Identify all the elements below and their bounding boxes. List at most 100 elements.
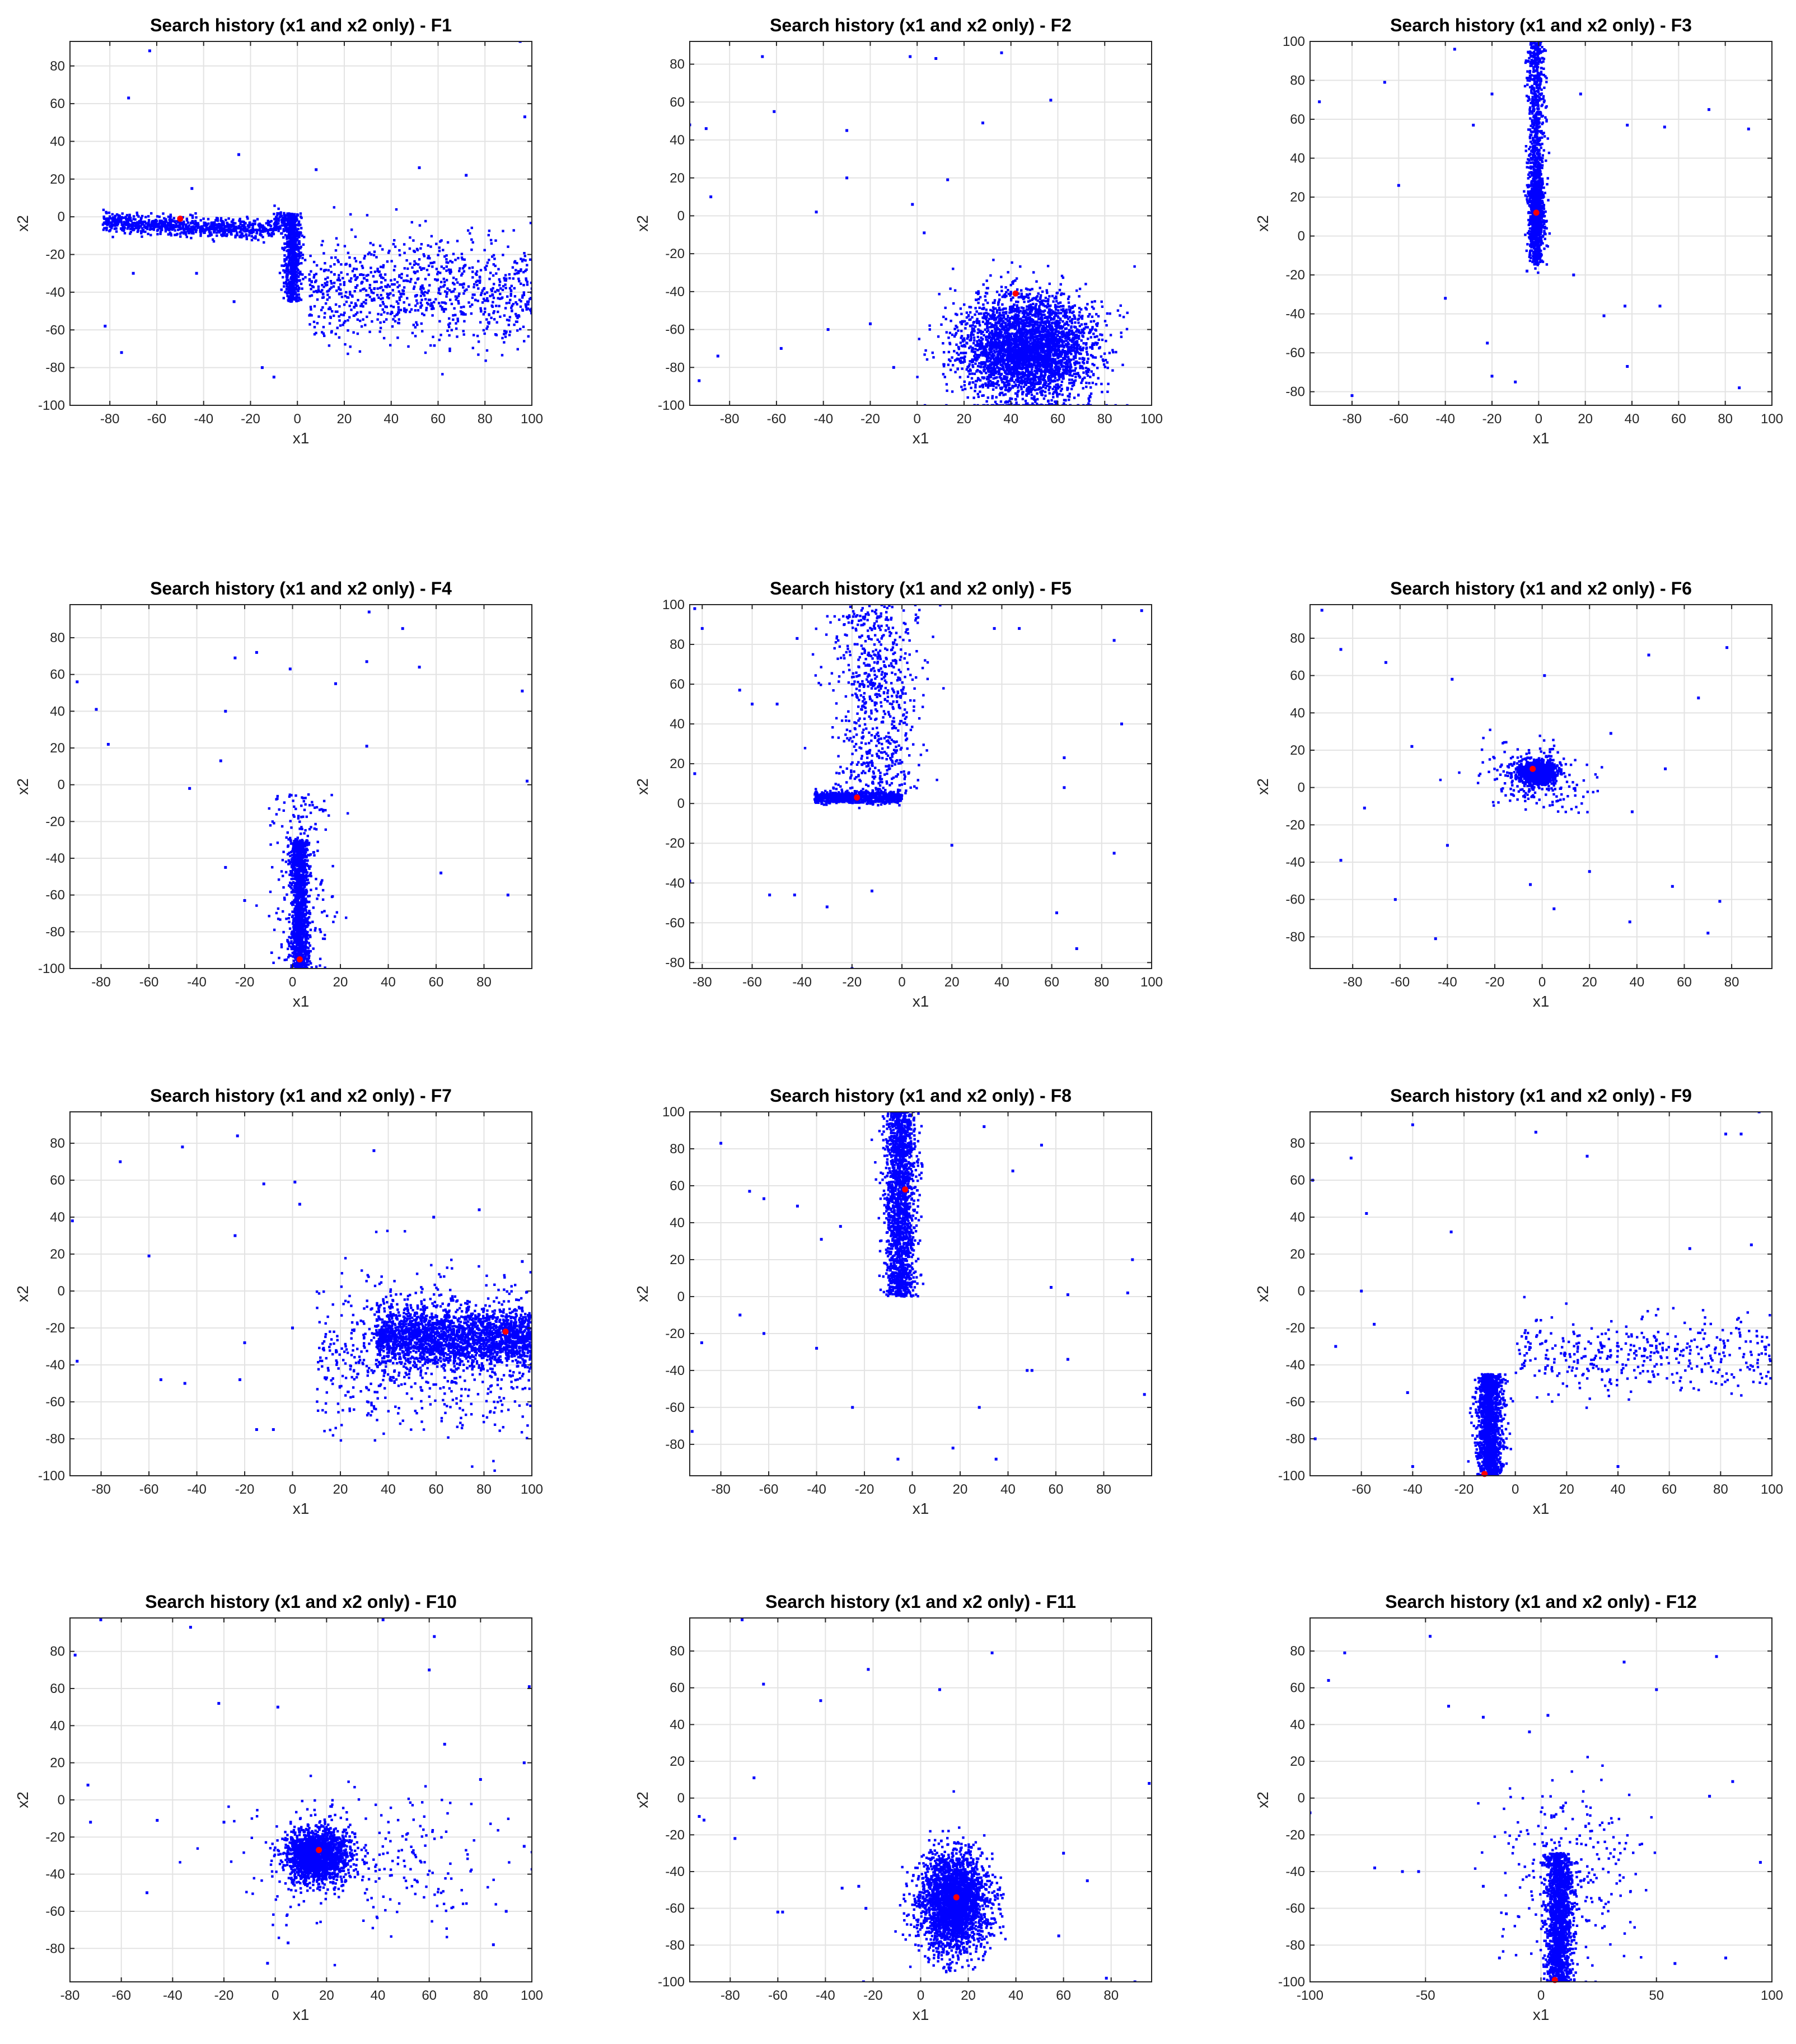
data-point [429, 305, 432, 307]
data-point [1039, 324, 1042, 326]
data-point [123, 228, 125, 231]
data-point [526, 280, 528, 283]
data-point [1030, 378, 1032, 381]
data-point [328, 344, 331, 347]
data-point [967, 314, 970, 317]
data-point [315, 279, 317, 282]
data-point [287, 254, 290, 256]
data-point [982, 283, 985, 286]
data-point [295, 264, 298, 267]
data-point [287, 292, 291, 294]
data-point [1042, 397, 1046, 400]
data-point [364, 298, 367, 302]
data-point [276, 217, 279, 220]
data-point [516, 320, 518, 323]
data-point [521, 294, 524, 297]
data-point [139, 225, 142, 228]
data-point [462, 305, 465, 308]
data-point [284, 233, 287, 237]
data-point [1025, 311, 1028, 314]
data-point [136, 221, 139, 224]
data-point [279, 213, 282, 216]
data-point [516, 348, 519, 350]
data-point [523, 252, 526, 255]
y-tick-label: -80 [45, 361, 65, 376]
data-point [445, 269, 448, 272]
data-point [484, 359, 487, 362]
data-point [237, 227, 240, 230]
data-point [294, 275, 298, 278]
data-point [482, 287, 485, 291]
data-point [1073, 315, 1076, 318]
data-point [501, 354, 504, 357]
data-point [136, 213, 139, 217]
data-point [969, 325, 972, 328]
data-point [1063, 402, 1065, 405]
data-point [492, 311, 495, 315]
data-point [967, 369, 970, 373]
data-point [347, 319, 349, 322]
data-point [495, 272, 498, 275]
data-point [395, 314, 398, 316]
data-point [504, 274, 507, 277]
data-point [461, 258, 464, 261]
data-point [251, 227, 254, 230]
data-point [450, 329, 453, 331]
data-point [1005, 334, 1008, 337]
data-point [313, 305, 316, 308]
data-point [1005, 367, 1009, 371]
data-point [1102, 359, 1105, 362]
data-point [437, 292, 440, 294]
data-point [296, 268, 299, 271]
data-point [301, 256, 304, 260]
data-point [976, 368, 979, 372]
data-point [196, 226, 199, 229]
data-point [296, 223, 298, 227]
data-point [158, 225, 162, 228]
data-point [169, 222, 171, 225]
data-point [379, 304, 382, 307]
data-point [169, 221, 171, 224]
data-point [489, 272, 492, 274]
data-point [991, 388, 995, 391]
data-point [1009, 359, 1012, 362]
data-point [490, 316, 493, 319]
data-point [445, 254, 448, 257]
data-point [427, 244, 429, 247]
data-point [516, 261, 518, 265]
data-point [321, 296, 324, 299]
data-point [283, 270, 287, 273]
data-point [368, 287, 371, 289]
data-point [1021, 335, 1023, 338]
data-point [324, 269, 328, 272]
data-point [483, 311, 487, 314]
data-point [1015, 300, 1018, 303]
data-point [190, 187, 194, 190]
data-point [1022, 345, 1025, 348]
data-point [1002, 340, 1004, 344]
data-point [312, 276, 315, 279]
data-point [998, 328, 1000, 331]
data-point [416, 270, 419, 273]
data-point [1066, 350, 1069, 353]
data-point [107, 217, 110, 220]
data-point [995, 291, 999, 293]
data-point [1009, 299, 1013, 302]
data-point [1091, 347, 1094, 350]
data-point [127, 226, 130, 228]
data-point [979, 324, 981, 327]
data-point [125, 218, 128, 221]
data-point [171, 219, 174, 223]
data-point [190, 232, 193, 235]
data-point [999, 367, 1002, 370]
data-point [275, 218, 278, 221]
data-point [974, 348, 977, 350]
data-point [203, 231, 206, 234]
data-point [344, 320, 347, 322]
data-point [394, 265, 396, 268]
data-point [516, 303, 518, 306]
data-point [1068, 395, 1071, 398]
data-point [437, 254, 439, 256]
data-point [259, 225, 261, 228]
data-point [287, 281, 291, 284]
